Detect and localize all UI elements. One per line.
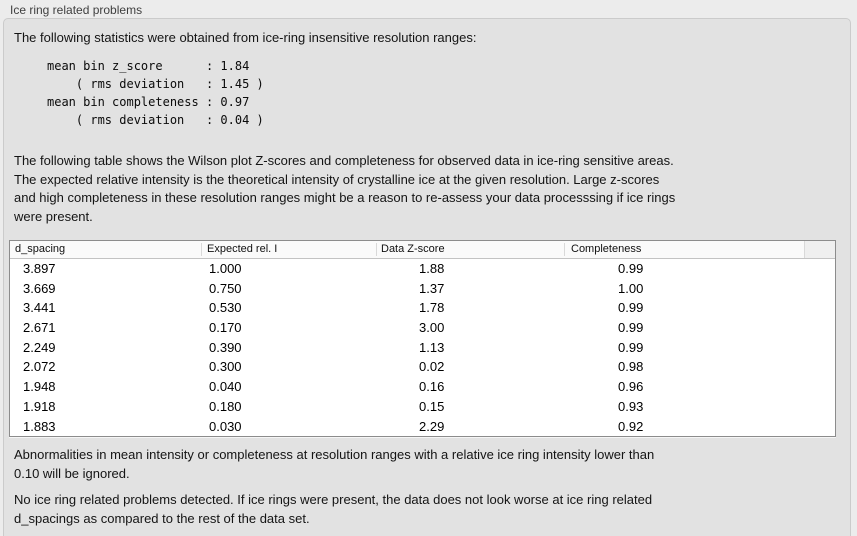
table-row[interactable]: 2.671 0.170 3.00 0.99 [10,318,835,338]
cell-d-spacing: 3.441 [23,300,56,316]
table-row[interactable]: 1.918 0.180 0.15 0.93 [10,397,835,417]
cell-data-z-score: 1.88 [419,261,445,276]
cell-completeness: 0.92 [618,418,644,434]
cell-completeness: 0.99 [618,320,644,336]
ice-ring-table: d_spacing Expected rel. I Data Z-score C… [9,240,836,437]
column-header-expected-rel-i: Expected rel. I [207,243,278,255]
column-separator [564,243,565,256]
cell-d-spacing: 2.249 [23,339,56,355]
conclusion-note: No ice ring related problems detected. I… [14,491,652,528]
table-row[interactable]: 3.897 1.000 1.88 0.99 [10,259,835,279]
cell-data-z-score: 1.37 [419,280,445,296]
cell-expected-rel-i: 0.530 [209,300,242,316]
column-header-data-z-score: Data Z-score [381,243,445,255]
description-line: The following table shows the Wilson plo… [14,153,674,168]
cell-completeness: 0.99 [618,300,644,316]
cell-d-spacing: 2.072 [23,359,56,375]
description-line: and high completeness in these resolutio… [14,190,676,205]
cell-data-z-score: 1.13 [419,339,445,355]
table-description: The following table shows the Wilson plo… [14,152,675,226]
cell-data-z-score: 0.15 [419,398,445,414]
stats-line: mean bin z_score : 1.84 [47,59,250,73]
table-row[interactable]: 3.669 0.750 1.37 1.00 [10,279,835,299]
column-header-completeness: Completeness [571,243,642,255]
table-row[interactable]: 1.948 0.040 0.16 0.96 [10,377,835,397]
cell-expected-rel-i: 0.170 [209,320,242,336]
stats-line: ( rms deviation : 1.45 ) [47,77,264,91]
panel-title: Ice ring related problems [10,3,143,17]
table-header: d_spacing Expected rel. I Data Z-score C… [10,241,835,259]
table-row[interactable]: 2.072 0.300 0.02 0.98 [10,357,835,377]
table-body: 3.897 1.000 1.88 0.99 3.669 0.750 1.37 1… [10,259,835,436]
stats-intro: The following statistics were obtained f… [14,29,476,48]
ignore-note-line: 0.10 will be ignored. [14,465,130,481]
column-separator [201,243,202,256]
cell-data-z-score: 1.78 [419,300,445,316]
cell-data-z-score: 0.02 [419,359,445,375]
table-row[interactable]: 2.249 0.390 1.13 0.99 [10,338,835,358]
conclusion-note-line: No ice ring related problems detected. I… [14,492,653,507]
description-line: were present. [14,208,93,224]
cell-d-spacing: 3.897 [23,261,56,276]
stats-intro-text: The following statistics were obtained f… [14,30,477,45]
cell-d-spacing: 1.918 [23,398,56,414]
stats-block: mean bin z_score : 1.84 ( rms deviation … [47,57,264,129]
cell-completeness: 0.93 [618,398,644,414]
cell-d-spacing: 1.948 [23,379,56,395]
ignore-note: Abnormalities in mean intensity or compl… [14,446,654,483]
column-header-d-spacing: d_spacing [15,243,66,255]
stats-line: mean bin completeness : 0.97 [47,95,250,109]
cell-completeness: 1.00 [618,280,644,296]
cell-completeness: 0.99 [618,339,644,355]
ignore-note-line: Abnormalities in mean intensity or compl… [14,447,655,462]
column-separator [376,243,377,256]
cell-expected-rel-i: 0.180 [209,398,242,414]
cell-data-z-score: 2.29 [419,418,445,434]
cell-expected-rel-i: 0.040 [209,379,242,395]
cell-d-spacing: 3.669 [23,280,56,296]
cell-expected-rel-i: 1.000 [209,261,242,276]
cell-completeness: 0.96 [618,379,644,395]
cell-completeness: 0.99 [618,261,644,276]
cell-completeness: 0.98 [618,359,644,375]
conclusion-note-line: d_spacings as compared to the rest of th… [14,510,310,526]
cell-expected-rel-i: 0.030 [209,418,242,434]
table-row[interactable]: 1.883 0.030 2.29 0.92 [10,417,835,437]
cell-d-spacing: 1.883 [23,418,56,434]
cell-data-z-score: 0.16 [419,379,445,395]
cell-data-z-score: 3.00 [419,320,445,336]
cell-d-spacing: 2.671 [23,320,56,336]
header-endcap [804,241,835,258]
description-line: The expected relative intensity is the t… [14,171,660,187]
table-row[interactable]: 3.441 0.530 1.78 0.99 [10,298,835,318]
cell-expected-rel-i: 0.300 [209,359,242,375]
cell-expected-rel-i: 0.750 [209,280,242,296]
cell-expected-rel-i: 0.390 [209,339,242,355]
stats-line: ( rms deviation : 0.04 ) [47,113,264,127]
